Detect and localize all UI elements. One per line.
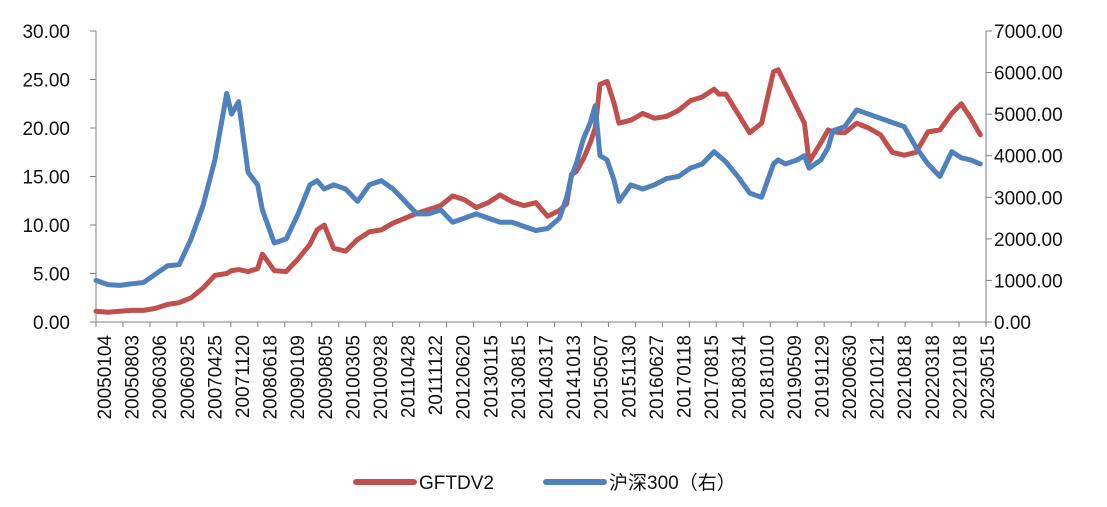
right-y-tick-label: 2000.00 — [994, 230, 1063, 251]
left-y-tick-label: 25.00 — [22, 71, 70, 92]
x-tick-label: 20230515 — [978, 335, 999, 420]
x-tick-label: 20170815 — [702, 335, 723, 420]
x-tick-label: 20070425 — [205, 335, 226, 420]
left-y-tick-label: 10.00 — [22, 216, 70, 237]
legend-label-hs300: 沪深300（右） — [609, 472, 736, 494]
x-tick-label: 20191129 — [812, 335, 833, 418]
x-tick-label: 20210121 — [868, 335, 889, 420]
right-y-tick-label: 5000.00 — [994, 105, 1063, 126]
x-tick-label: 20151130 — [619, 335, 640, 418]
x-tick-label: 20141013 — [564, 335, 585, 420]
left-y-tick-label: 20.00 — [22, 119, 70, 140]
series-line-hs300 — [93, 90, 983, 288]
right-y-tick-label: 7000.00 — [994, 22, 1063, 43]
left-y-tick-label: 0.00 — [33, 313, 70, 334]
x-tick-label: 20140317 — [537, 335, 558, 420]
x-tick-label: 20120620 — [454, 335, 475, 420]
x-tick-label: 20160627 — [647, 335, 668, 420]
right-y-tick-label: 0.00 — [994, 313, 1031, 334]
right-y-tick-label: 3000.00 — [994, 188, 1063, 209]
x-tick-label: 20050104 — [95, 335, 116, 420]
left-y-tick-label: 5.00 — [33, 265, 70, 286]
x-tick-label: 20150507 — [592, 335, 613, 420]
right-y-tick-label: 1000.00 — [994, 271, 1063, 292]
x-tick-label: 20200630 — [840, 335, 861, 420]
right-y-tick-label: 6000.00 — [994, 64, 1063, 85]
axes: 0.00 5.00 10.00 15.00 20.00 25.00 30.00 0.00 100… — [22, 22, 1062, 420]
x-tick-label: 20111122 — [426, 335, 447, 415]
legend-label-gftdv2: GFTDV2 — [419, 473, 494, 494]
x-tick-label: 20180314 — [730, 335, 751, 420]
x-tick-label: 20130115 — [481, 335, 502, 418]
x-tick-label: 20190509 — [785, 335, 806, 420]
left-y-tick-label: 15.00 — [22, 168, 70, 189]
x-tick-label: 20060925 — [178, 335, 199, 420]
legend: GFTDV2 沪深300（右） — [353, 472, 736, 494]
x-tick-label: 20210818 — [895, 335, 916, 420]
x-tick-label: 20221018 — [950, 335, 971, 420]
series-lines — [93, 67, 983, 315]
x-tick-label: 20110428 — [399, 335, 420, 418]
x-tick-label: 20090805 — [316, 335, 337, 420]
x-tick-label: 20100928 — [371, 335, 392, 420]
x-tick-label: 20220318 — [923, 335, 944, 420]
x-tick-label: 20130815 — [509, 335, 530, 420]
x-tick-label: 20071120 — [233, 335, 254, 418]
x-tick-label: 20100305 — [343, 335, 364, 420]
right-y-tick-label: 4000.00 — [994, 147, 1063, 168]
x-tick-label: 20060306 — [150, 335, 171, 420]
x-tick-label: 20090109 — [288, 335, 309, 420]
x-tick-label: 20080618 — [261, 335, 282, 420]
left-y-tick-label: 30.00 — [22, 22, 70, 43]
x-tick-label: 20181010 — [757, 335, 778, 420]
x-tick-label: 20170118 — [674, 335, 695, 418]
x-tick-label: 20050803 — [123, 335, 144, 420]
